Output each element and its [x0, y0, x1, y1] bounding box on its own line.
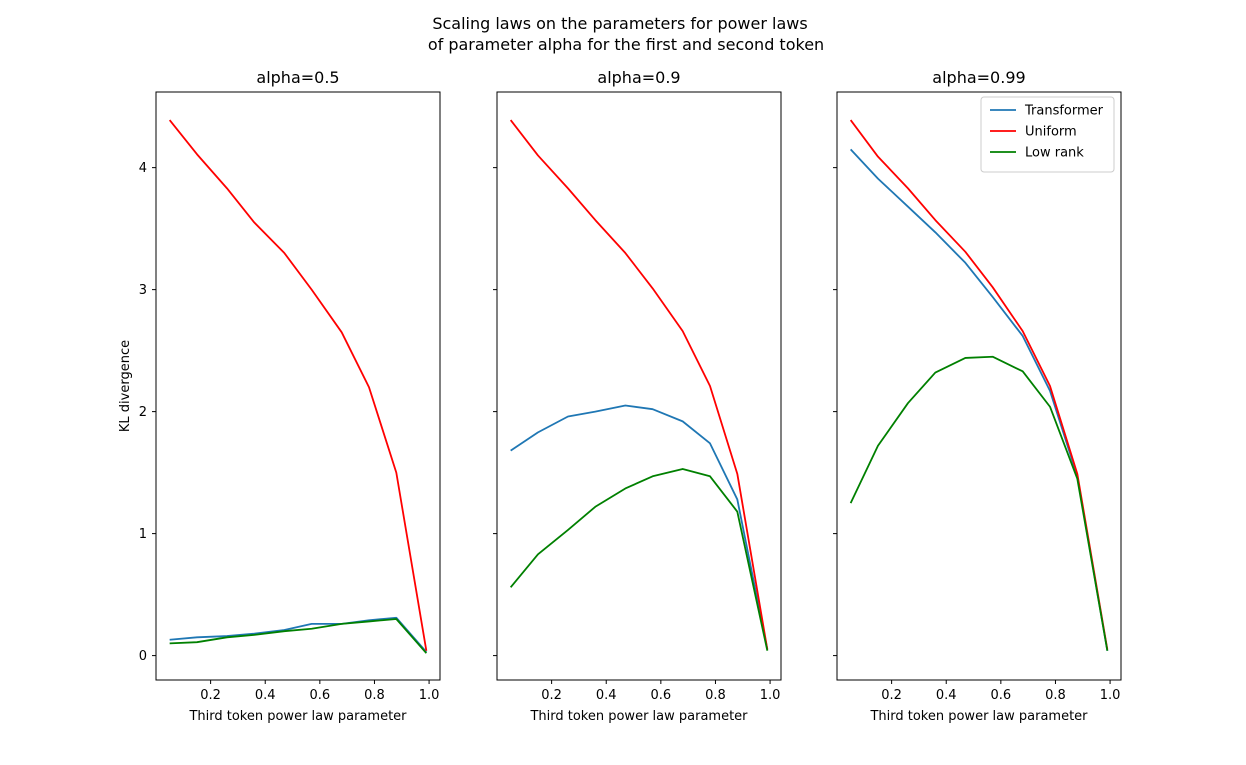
- y-axis-label: KL divergence: [118, 340, 133, 432]
- x-tick-label: 0.2: [200, 688, 221, 703]
- x-tick-label: 0.8: [364, 688, 385, 703]
- series-line-uniform: [509, 119, 769, 650]
- figure-suptitle-line2: of parameter alpha for the first and sec…: [428, 35, 824, 54]
- axes-frame: [496, 91, 782, 681]
- subplot-title: alpha=0.5: [256, 68, 339, 87]
- subplot-3: alpha=0.99 0.2 0.4 0.6 0.8 1.0 Third token pow…: [833, 68, 1122, 724]
- legend-label: Uniform: [1025, 125, 1077, 140]
- subplot-2: alpha=0.9 0.2 0.4 0.6 0.8 1.0 Third token powe…: [493, 68, 782, 724]
- series-line-transformer: [510, 404, 769, 650]
- x-axis-label: Third token power law parameter: [869, 709, 1088, 724]
- series-line-transformer: [169, 616, 428, 653]
- axes-frame: [155, 91, 441, 681]
- x-tick-label: 0.4: [596, 688, 617, 703]
- series-line-uniform: [168, 119, 428, 651]
- y-tick-label: 1: [139, 527, 147, 542]
- x-tick-label: 1.0: [760, 688, 781, 703]
- y-tick-label: 2: [139, 405, 147, 420]
- subplot-title: alpha=0.9: [597, 68, 680, 87]
- x-tick-label: 0.2: [881, 688, 902, 703]
- x-tick-label: 0.6: [991, 688, 1012, 703]
- axes-frame: [836, 91, 1122, 681]
- legend-box: [980, 96, 1115, 173]
- series-line-uniform: [849, 119, 1109, 650]
- subplot-1: alpha=0.5 0.2 0.4 0.6 0.8 1.0 0 1 2 3 4 Third token…: [118, 68, 441, 724]
- figure-suptitle-line1: Scaling laws on the parameters for power…: [432, 14, 807, 33]
- y-tick-label: 4: [139, 161, 147, 176]
- x-tick-label: 0.2: [541, 688, 562, 703]
- series-line-low-rank: [849, 355, 1109, 651]
- x-tick-label: 1.0: [1100, 688, 1121, 703]
- series-line-transformer: [849, 148, 1109, 651]
- x-axis-label: Third token power law parameter: [188, 709, 407, 724]
- legend: Transformer Uniform Low rank: [980, 96, 1115, 173]
- series-line-low-rank: [509, 468, 769, 651]
- y-tick-label: 0: [139, 649, 147, 664]
- series-line-low-rank: [169, 618, 428, 654]
- x-tick-label: 0.4: [936, 688, 957, 703]
- x-tick-label: 0.8: [1045, 688, 1066, 703]
- y-tick-label: 3: [139, 283, 147, 298]
- x-tick-label: 0.6: [651, 688, 672, 703]
- legend-label: Transformer: [1024, 104, 1104, 119]
- subplot-title: alpha=0.99: [932, 68, 1025, 87]
- x-tick-label: 1.0: [419, 688, 440, 703]
- subplot-panels: alpha=0.5 0.2 0.4 0.6 0.8 1.0 0 1 2 3 4 Third token…: [118, 68, 1122, 724]
- x-axis-label: Third token power law parameter: [529, 709, 748, 724]
- x-tick-label: 0.6: [310, 688, 331, 703]
- x-tick-label: 0.8: [705, 688, 726, 703]
- x-tick-label: 0.4: [255, 688, 276, 703]
- legend-label: Low rank: [1025, 146, 1084, 161]
